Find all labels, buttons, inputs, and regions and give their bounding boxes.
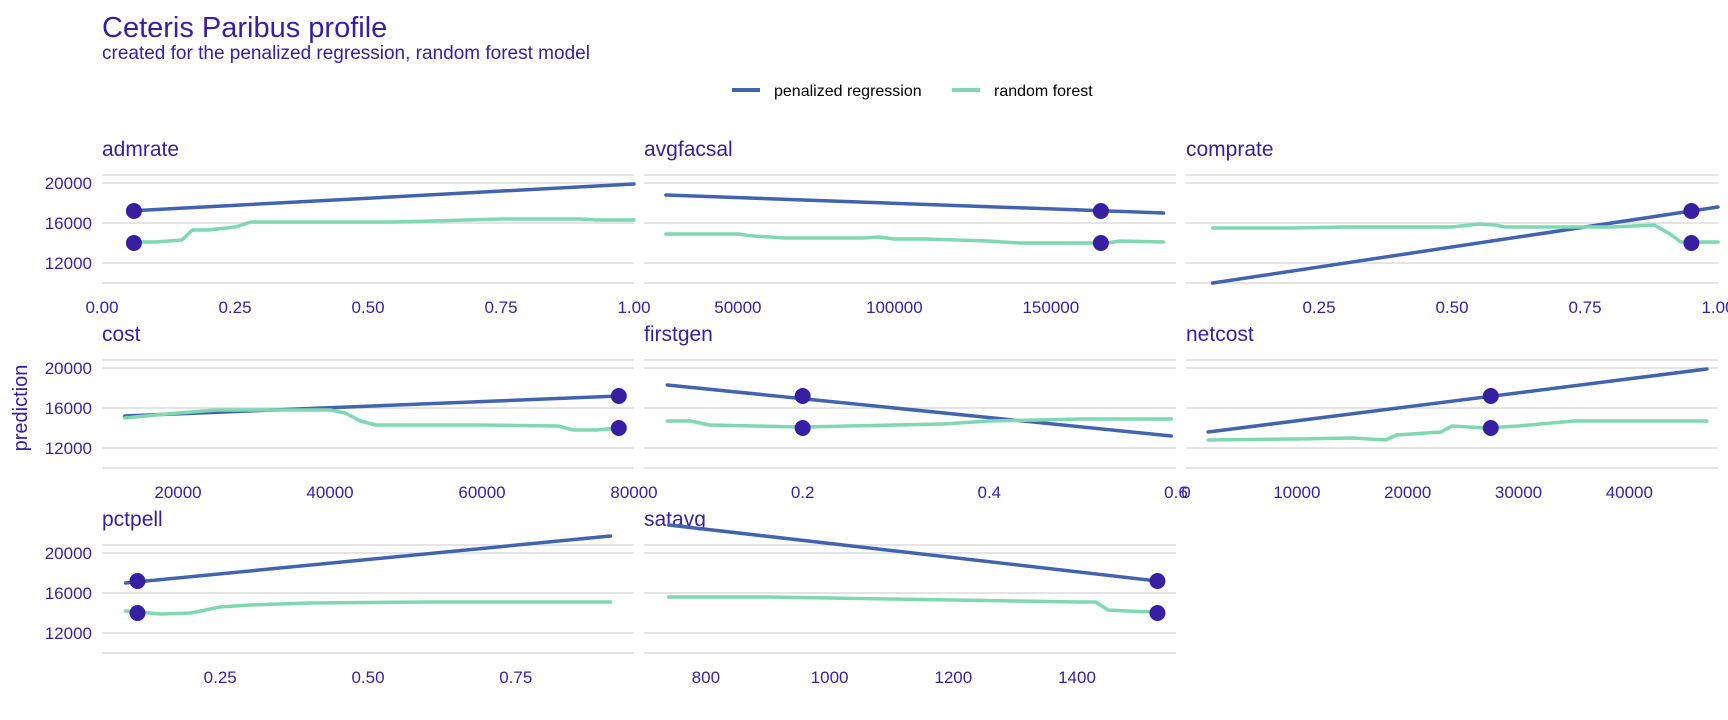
x-tick-label: 10000 — [1273, 483, 1320, 502]
observation-point — [125, 235, 142, 251]
series-line-penalized-regression — [665, 383, 1174, 438]
panel-netcost: netcost 0 10000 20000 30000 40000 — [1181, 323, 1718, 502]
y-tick-label: 16000 — [45, 399, 92, 418]
series-line-random-forest — [123, 408, 621, 432]
observation-point — [1482, 388, 1499, 404]
y-tick-label: 20000 — [45, 544, 92, 563]
series-line-random-forest — [1210, 222, 1720, 244]
x-tick-label: 1400 — [1058, 668, 1096, 687]
panel-satavg: satavg 800 1000 1200 1400 — [644, 508, 1176, 687]
panel-title-cost: cost — [102, 323, 141, 346]
x-tick-label: 40000 — [306, 483, 353, 502]
y-tick-label: 16000 — [45, 584, 92, 603]
series-line-penalized-regression — [664, 193, 1166, 215]
y-tick-label: 20000 — [45, 174, 92, 193]
y-tick-label: 12000 — [45, 624, 92, 643]
observation-point — [794, 420, 811, 436]
panel-title-comprate: comprate — [1186, 138, 1274, 161]
series-line-penalized-regression — [666, 523, 1160, 583]
legend-label-penalized-regression: penalized regression — [774, 83, 922, 100]
y-tick-label: 16000 — [45, 214, 92, 233]
x-tick-label: 800 — [692, 668, 720, 687]
panel-title-firstgen: firstgen — [644, 323, 713, 346]
x-tick-label: 30000 — [1495, 483, 1542, 502]
x-tick-label: 1000 — [811, 668, 849, 687]
observation-point — [1683, 235, 1700, 251]
panel-comprate: comprate 0.25 0.50 0.75 1.00 — [1186, 138, 1728, 317]
x-tick-label: 0.75 — [499, 668, 532, 687]
chart-title: Ceteris Paribus profile — [102, 12, 387, 44]
series-line-random-forest — [126, 217, 636, 244]
series-line-penalized-regression — [1210, 205, 1720, 285]
observation-point — [1092, 203, 1109, 219]
series-line-random-forest — [665, 417, 1174, 429]
x-tick-label: 0.50 — [1435, 298, 1468, 317]
panel-firstgen: firstgen 0.2 0.4 0.6 — [644, 323, 1188, 502]
x-tick-label: 100000 — [866, 298, 923, 317]
series-line-random-forest — [666, 595, 1160, 614]
observation-point — [1482, 420, 1499, 436]
observation-point — [1149, 605, 1166, 621]
chart-subtitle: created for the penalized regression, ra… — [102, 43, 590, 64]
x-tick-label: 50000 — [714, 298, 761, 317]
x-tick-label: 1200 — [934, 668, 972, 687]
x-tick-label: 0.6 — [1164, 483, 1188, 502]
x-tick-label: 0.25 — [218, 298, 251, 317]
x-tick-label: 0.25 — [1302, 298, 1335, 317]
series-line-random-forest — [123, 600, 613, 616]
panel-pctpell: pctpell 12000 16000 20000 0.25 0.50 0.75 — [45, 508, 634, 687]
series-line-random-forest — [664, 232, 1166, 245]
y-tick-label: 12000 — [45, 439, 92, 458]
observation-point — [610, 420, 627, 436]
observation-point — [794, 388, 811, 404]
x-tick-label: 0 — [1181, 483, 1190, 502]
x-tick-label: 0.50 — [351, 668, 384, 687]
panel-title-satavg: satavg — [644, 508, 706, 531]
series-line-penalized-regression — [1206, 367, 1709, 434]
observation-point — [1149, 573, 1166, 589]
y-tick-label: 20000 — [45, 359, 92, 378]
observation-point — [610, 388, 627, 404]
x-tick-label: 0.2 — [791, 483, 815, 502]
observation-point — [1092, 235, 1109, 251]
x-tick-label: 1.00 — [617, 298, 650, 317]
x-tick-label: 80000 — [610, 483, 657, 502]
panel-title-avgfacsal: avgfacsal — [644, 138, 733, 161]
x-tick-label: 150000 — [1022, 298, 1079, 317]
panel-cost: cost 12000 16000 20000 20000 40000 60000 80000 — [45, 323, 658, 502]
panel-title-pctpell: pctpell — [102, 508, 163, 531]
panel-avgfacsal: avgfacsal 50000 100000 150000 — [644, 138, 1176, 317]
legend: penalized regression random forest — [732, 83, 1093, 100]
observation-point — [1683, 203, 1700, 219]
x-tick-label: 0.75 — [1568, 298, 1601, 317]
x-tick-label: 0.4 — [978, 483, 1002, 502]
series-line-random-forest — [1206, 419, 1709, 442]
x-tick-label: 40000 — [1606, 483, 1653, 502]
observation-point — [129, 605, 146, 621]
y-tick-label: 12000 — [45, 254, 92, 273]
y-axis-label: prediction — [10, 365, 32, 452]
series-line-penalized-regression — [126, 182, 636, 213]
x-tick-label: 60000 — [458, 483, 505, 502]
panel-title-admrate: admrate — [102, 138, 179, 161]
observation-point — [125, 203, 142, 219]
panel-admrate: admrate 12000 16000 20000 0.00 0.25 0.50 0.75 1.… — [45, 138, 651, 317]
x-tick-label: 0.75 — [484, 298, 517, 317]
x-tick-label: 0.00 — [85, 298, 118, 317]
series-line-penalized-regression — [123, 394, 621, 418]
x-tick-label: 1.00 — [1701, 298, 1728, 317]
x-tick-label: 0.50 — [351, 298, 384, 317]
x-tick-label: 0.25 — [204, 668, 237, 687]
observation-point — [129, 573, 146, 589]
legend-label-random-forest: random forest — [994, 83, 1093, 100]
series-line-penalized-regression — [123, 534, 613, 585]
panel-title-netcost: netcost — [1186, 323, 1254, 346]
x-tick-label: 20000 — [1384, 483, 1431, 502]
x-tick-label: 20000 — [154, 483, 201, 502]
